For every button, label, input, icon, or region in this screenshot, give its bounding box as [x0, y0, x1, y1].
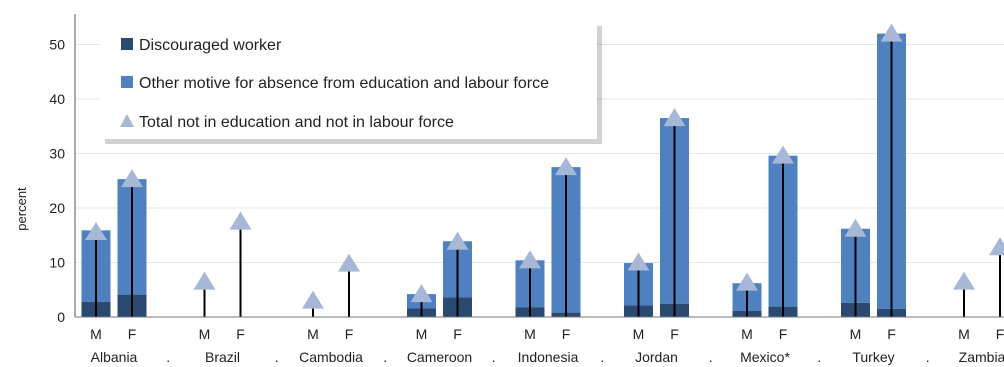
group-separator: .	[383, 349, 387, 365]
sex-label-m: M	[524, 326, 536, 342]
category-label-turkey: Turkey	[852, 349, 894, 365]
category-label-mexico: Mexico*	[740, 349, 790, 365]
total-triangle	[193, 271, 216, 290]
legend-swatch	[120, 114, 134, 127]
sex-label-f: F	[996, 326, 1004, 342]
sex-label-f: F	[562, 326, 571, 342]
legend-swatch	[121, 38, 133, 50]
group-separator: .	[926, 349, 930, 365]
category-label-brazil: Brazil	[205, 349, 240, 365]
y-axis-label: percent	[14, 187, 29, 231]
total-triangle	[519, 250, 541, 269]
total-triangle	[446, 231, 469, 250]
triangles	[85, 23, 1004, 309]
sex-label-f: F	[345, 326, 354, 342]
category-label-albania: Albania	[91, 349, 138, 365]
legend: Discouraged worker Other motive for absen…	[100, 21, 602, 144]
total-triangle	[302, 290, 324, 309]
whiskers	[95, 33, 1001, 317]
legend-swatch	[121, 76, 133, 88]
group-separator: .	[492, 349, 496, 365]
sex-label-f: F	[453, 326, 462, 342]
group-separator: .	[600, 349, 604, 365]
category-label-zambia: Zambia	[959, 349, 1004, 365]
group-separator: .	[166, 349, 170, 365]
total-triangle	[953, 271, 975, 290]
total-triangle	[989, 237, 1004, 256]
total-triangle	[555, 157, 577, 176]
total-triangle	[880, 23, 903, 42]
sex-label-f: F	[779, 326, 788, 342]
legend-label: Discouraged worker	[139, 37, 282, 54]
sex-label-m: M	[307, 326, 319, 342]
sex-label-f: F	[887, 326, 896, 342]
group-separator: .	[275, 349, 279, 365]
legend-label: Other motive for absence from education …	[139, 75, 549, 92]
legend-label: Total not in education and not in labour…	[139, 114, 454, 131]
y-tick-label: 40	[49, 91, 65, 107]
y-tick-label: 0	[57, 309, 65, 325]
y-tick-label: 10	[49, 255, 65, 271]
sex-label-m: M	[199, 326, 211, 342]
sex-label-m: M	[741, 326, 753, 342]
total-triangle	[627, 252, 650, 271]
sex-label-f: F	[128, 326, 137, 342]
y-tick-label: 50	[49, 37, 65, 53]
sex-label-m: M	[850, 326, 862, 342]
group-separator: .	[817, 349, 821, 365]
sex-label-m: M	[633, 326, 645, 342]
total-triangle	[121, 169, 143, 188]
sex-label-m: M	[416, 326, 428, 342]
category-label-cameroon: Cameroon	[407, 349, 472, 365]
category-label-indonesia: Indonesia	[518, 349, 579, 365]
y-tick-label: 20	[49, 200, 65, 216]
sex-label-f: F	[670, 326, 679, 342]
category-label-jordan: Jordan	[635, 349, 678, 365]
legend-box	[100, 21, 597, 139]
total-triangle	[736, 272, 758, 291]
total-triangle	[844, 218, 867, 237]
total-triangle	[410, 284, 433, 303]
sex-label-m: M	[958, 326, 970, 342]
sex-label-m: M	[90, 326, 102, 342]
total-triangle	[229, 211, 252, 230]
total-triangle	[85, 221, 107, 240]
total-triangle	[663, 108, 686, 127]
category-label-cambodia: Cambodia	[299, 349, 363, 365]
total-triangle	[772, 145, 794, 164]
total-triangle	[338, 253, 360, 272]
y-tick-label: 30	[49, 146, 65, 162]
axes: 0 10 20 30 40 50 percent M F M F M F M F M F M F M F M F M F Alba…	[14, 14, 1004, 365]
group-separator: .	[709, 349, 713, 365]
sex-label-f: F	[236, 326, 245, 342]
